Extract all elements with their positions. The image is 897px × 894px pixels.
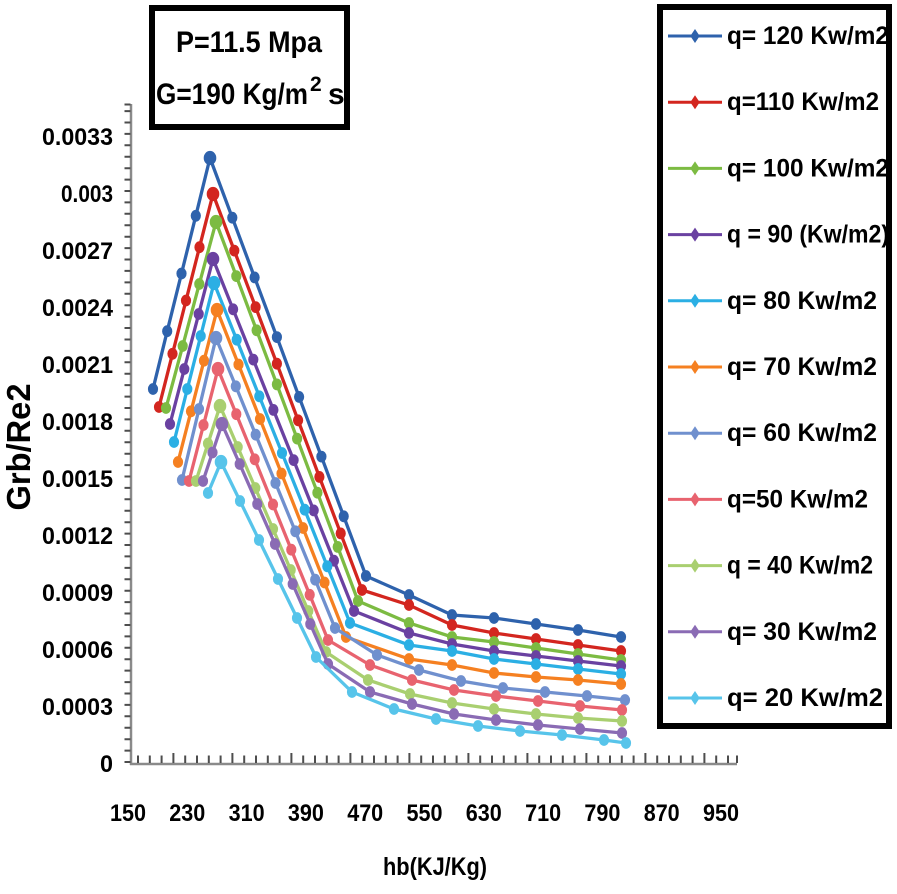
svg-text:310: 310 (229, 800, 265, 827)
svg-text:q= 30 Kw/m2: q= 30 Kw/m2 (727, 618, 877, 646)
svg-text:0.0027: 0.0027 (42, 238, 113, 265)
svg-text:0: 0 (100, 751, 113, 778)
svg-text:q=50 Kw/m2: q=50 Kw/m2 (727, 485, 868, 513)
svg-text:550: 550 (407, 800, 443, 827)
svg-text:0.0003: 0.0003 (42, 694, 113, 721)
svg-text:710: 710 (525, 800, 561, 827)
svg-text:s: s (328, 78, 345, 111)
svg-text:0.0033: 0.0033 (42, 124, 113, 151)
svg-text:q= 60 Kw/m2: q= 60 Kw/m2 (727, 419, 877, 447)
svg-text:Grb/Re2: Grb/Re2 (0, 384, 37, 511)
svg-text:470: 470 (347, 800, 383, 827)
svg-text:0.0024: 0.0024 (42, 295, 114, 322)
svg-text:230: 230 (169, 800, 205, 827)
svg-text:0.0015: 0.0015 (42, 466, 113, 493)
svg-text:P=11.5 Mpa: P=11.5 Mpa (176, 26, 322, 59)
svg-text:0.0021: 0.0021 (42, 352, 113, 379)
svg-text:0.0012: 0.0012 (42, 523, 113, 550)
svg-text:0.003: 0.003 (61, 181, 113, 208)
svg-text:q= 20 Kw/m2: q= 20 Kw/m2 (727, 684, 883, 712)
svg-text:150: 150 (110, 800, 146, 827)
svg-text:q= 80 Kw/m2: q= 80 Kw/m2 (727, 287, 877, 315)
svg-text:q= 100 Kw/m2: q= 100 Kw/m2 (727, 154, 889, 182)
svg-text:0.0006: 0.0006 (42, 637, 113, 664)
svg-text:950: 950 (703, 800, 739, 827)
svg-text:q=110 Kw/m2: q=110 Kw/m2 (727, 88, 879, 116)
svg-text:G=190 Kg/m: G=190 Kg/m (156, 78, 308, 111)
svg-text:2: 2 (310, 73, 322, 96)
svg-text:790: 790 (584, 800, 620, 827)
svg-text:q= 70 Kw/m2: q= 70 Kw/m2 (727, 353, 877, 381)
svg-text:q= 120 Kw/m2: q= 120 Kw/m2 (727, 22, 889, 50)
svg-text:630: 630 (466, 800, 502, 827)
svg-text:0.0018: 0.0018 (42, 409, 113, 436)
svg-text:390: 390 (288, 800, 324, 827)
svg-text:q = 90 (Kw/m2): q = 90 (Kw/m2) (727, 221, 889, 249)
svg-text:870: 870 (644, 800, 680, 827)
svg-text:0.0009: 0.0009 (42, 580, 113, 607)
svg-text:q = 40 Kw/m2: q = 40 Kw/m2 (727, 552, 873, 580)
svg-text:hb(KJ/Kg): hb(KJ/Kg) (383, 853, 487, 881)
